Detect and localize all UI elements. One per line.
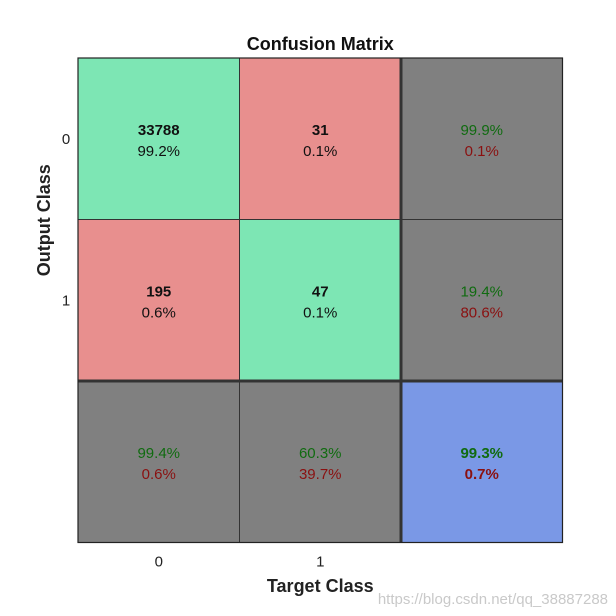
row-summary-incorrect-0: 0.1% [465, 143, 499, 160]
x-axis-label: Target Class [267, 576, 374, 596]
matrix-border [77, 57, 564, 544]
col-summary-correct-0: 99.4% [137, 445, 180, 462]
row-summary-correct-0: 99.9% [460, 122, 503, 139]
cell-percent-0-0: 99.2% [137, 143, 180, 160]
row-summary-incorrect-1: 80.6% [460, 304, 503, 321]
cell-percent-1-1: 0.1% [303, 304, 337, 321]
x-tick-label-1: 1 [316, 554, 324, 571]
cell-count-1-0: 195 [146, 283, 171, 300]
col-summary-correct-1: 60.3% [299, 445, 342, 462]
x-tick-label-0: 0 [155, 554, 163, 571]
matrix-cell-0-2 [400, 57, 563, 220]
matrix-cell-2-2 [400, 380, 563, 543]
watermark-text: https://blog.csdn.net/qq_38887288 [378, 591, 608, 608]
matrix-cell-1-2 [400, 219, 563, 382]
matrix-cell-2-1 [239, 380, 402, 543]
matrix-cell-1-1 [239, 219, 402, 382]
cell-percent-1-0: 0.6% [142, 304, 176, 321]
col-summary-incorrect-1: 39.7% [299, 466, 342, 483]
y-tick-label-1: 1 [62, 292, 70, 309]
matrix-cell-0-0 [77, 57, 240, 220]
y-axis-label: Output Class [34, 164, 54, 276]
chart-title: Confusion Matrix [247, 34, 394, 54]
overall-accuracy: 99.3% [460, 445, 503, 462]
cell-count-0-1: 31 [312, 122, 329, 139]
cell-percent-0-1: 0.1% [303, 143, 337, 160]
matrix-cell-1-0 [77, 219, 240, 382]
row-summary-correct-1: 19.4% [460, 283, 503, 300]
y-tick-label-0: 0 [62, 131, 70, 148]
cell-count-0-0: 33788 [138, 122, 180, 139]
matrix-cell-0-1 [239, 57, 402, 220]
col-summary-incorrect-0: 0.6% [142, 466, 176, 483]
matrix-cell-2-0 [77, 380, 240, 543]
overall-error: 0.7% [465, 466, 499, 483]
cell-count-1-1: 47 [312, 283, 329, 300]
